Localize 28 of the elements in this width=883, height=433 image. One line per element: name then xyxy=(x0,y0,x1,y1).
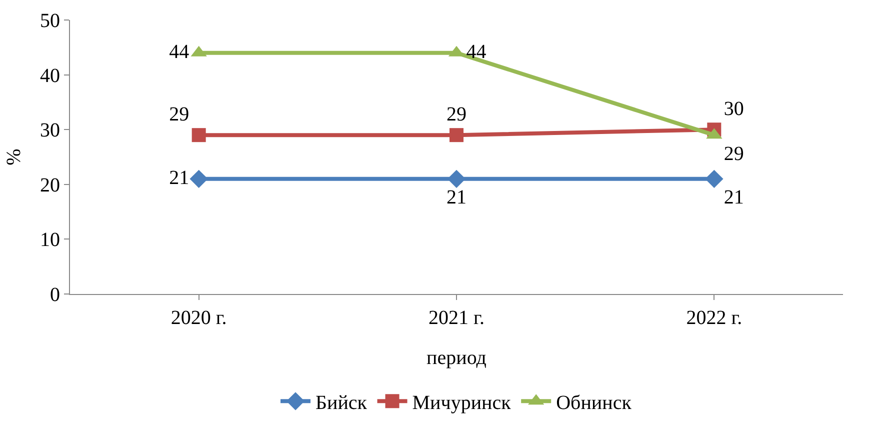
data-label: 29 xyxy=(446,103,466,126)
data-label: 21 xyxy=(169,166,190,189)
data-label: 29 xyxy=(169,103,190,126)
x-tick-label: 2021 г. xyxy=(428,307,484,329)
data-label: 29 xyxy=(724,142,744,165)
x-tick-label: 2022 г. xyxy=(686,307,742,329)
y-tick-label: 20 xyxy=(40,174,60,196)
legend-label: Бийск xyxy=(316,392,368,414)
x-tick-label: 2020 г. xyxy=(170,307,227,329)
data-label: 44 xyxy=(169,40,190,63)
point xyxy=(190,170,208,188)
legend-label: Обнинск xyxy=(556,392,632,414)
data-label: 21 xyxy=(446,186,466,209)
point xyxy=(705,170,724,188)
y-tick-label: 50 xyxy=(40,10,60,32)
data-label: 30 xyxy=(724,98,744,120)
y-tick-label: 40 xyxy=(40,64,60,87)
point xyxy=(450,128,464,142)
y-tick-label: 30 xyxy=(40,120,60,142)
data-label: 21 xyxy=(724,186,744,209)
y-tick-label: 10 xyxy=(40,229,60,252)
y-axis-title: % xyxy=(3,148,25,166)
point xyxy=(192,128,206,142)
legend-label: Мичуринск xyxy=(412,392,512,414)
x-axis-title: период xyxy=(426,347,486,369)
y-tick-label: 0 xyxy=(50,284,60,306)
data-label: 44 xyxy=(466,40,486,63)
point xyxy=(447,170,466,188)
